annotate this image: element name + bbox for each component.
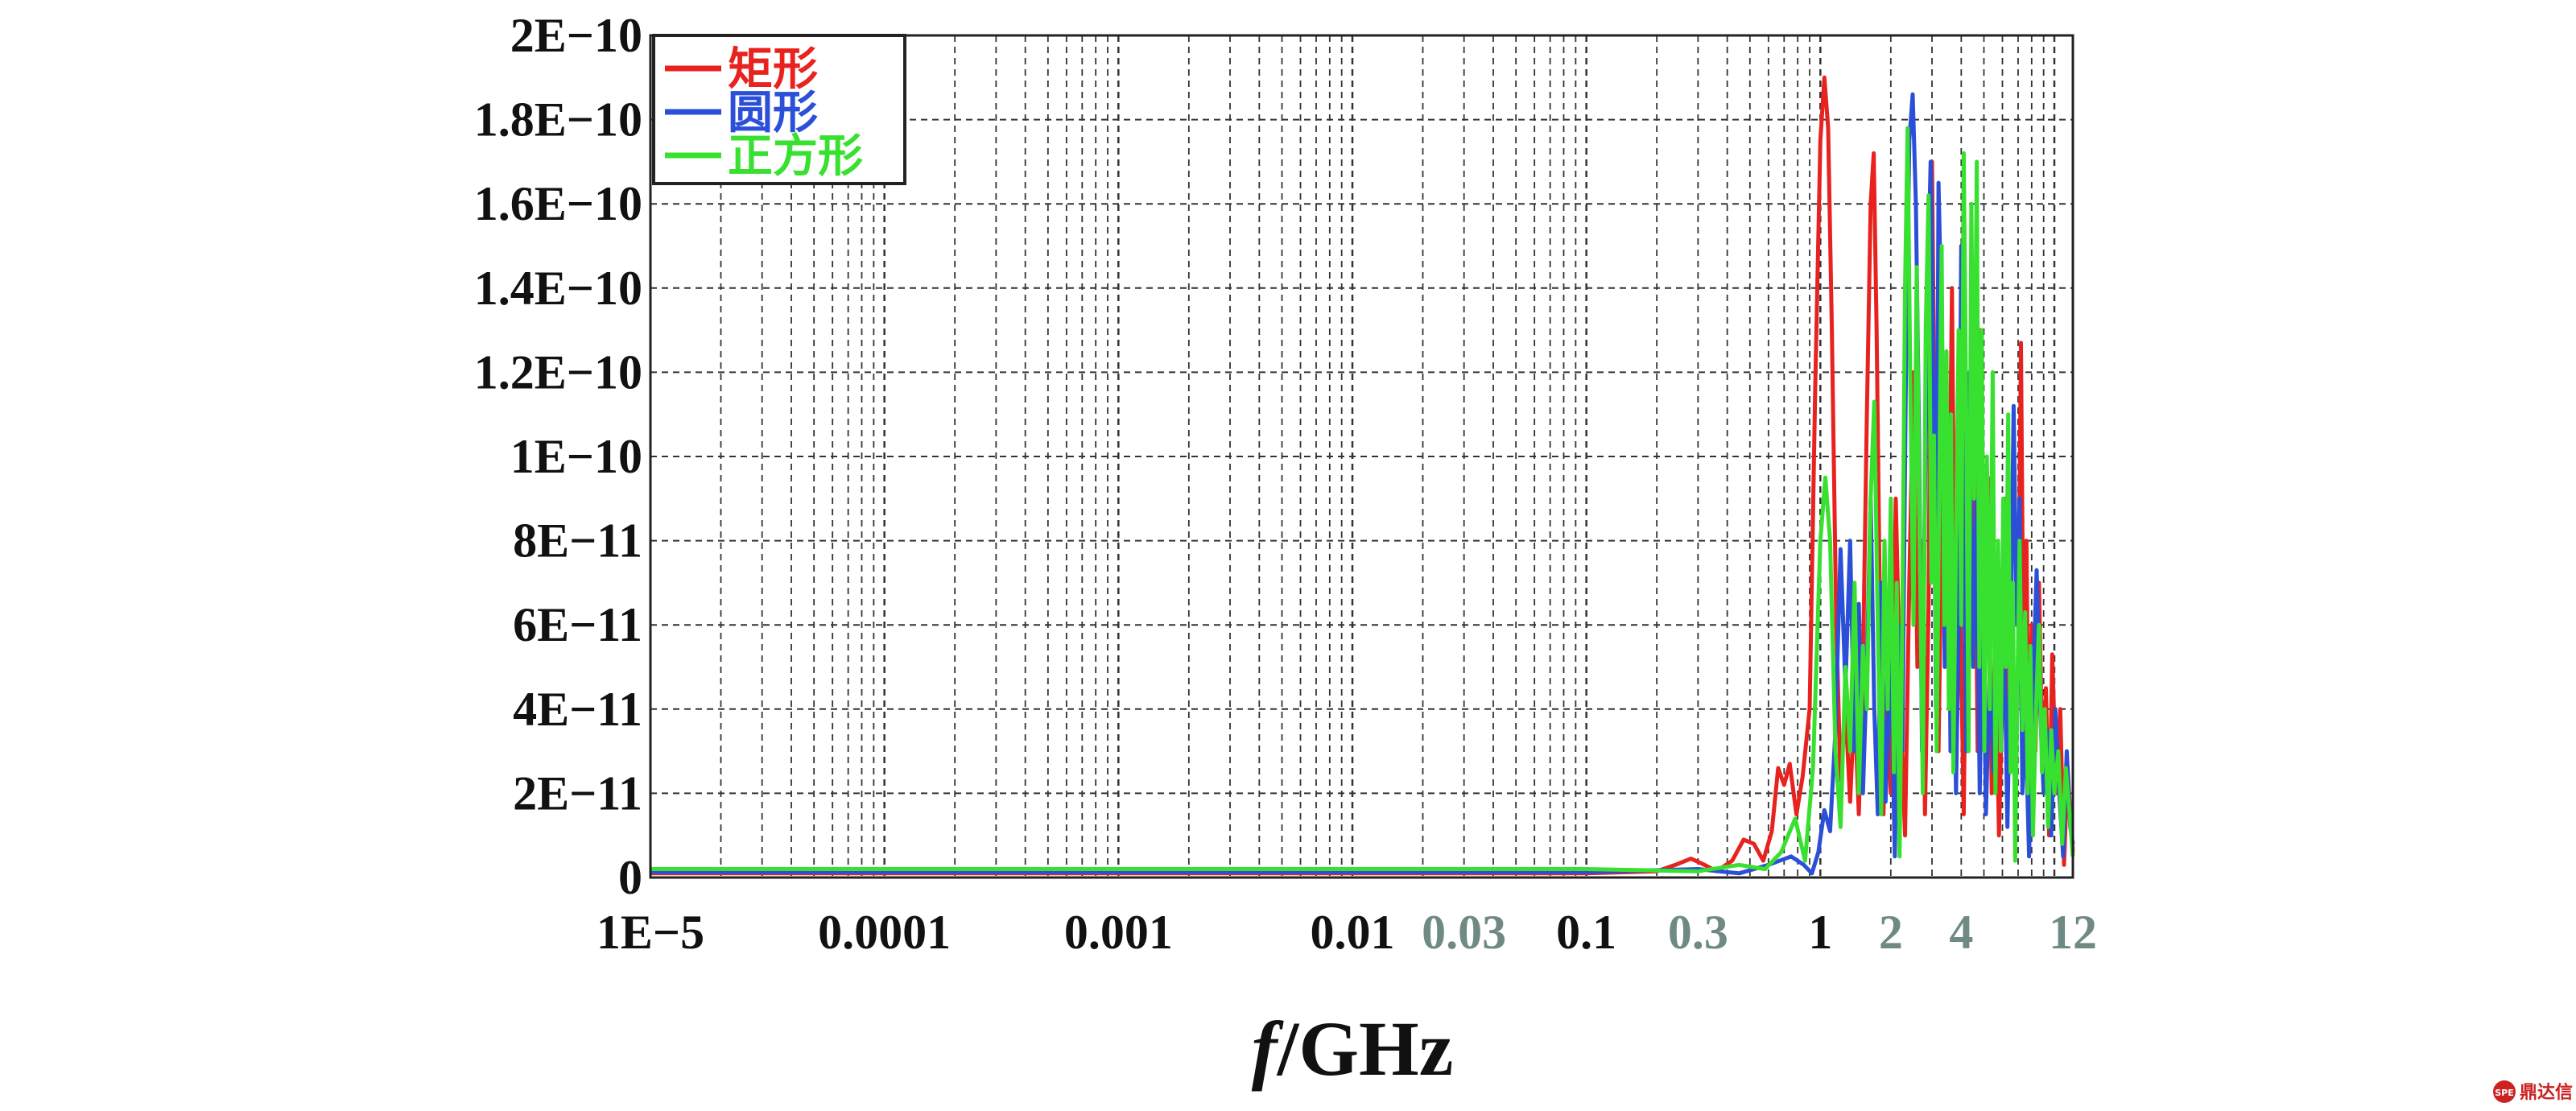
- plot-frame: [649, 34, 2074, 879]
- y-tick-labels: 0 2E−11 4E−11 6E−11 8E−11 1E−10 1.2E−10 1.4E−10…: [474, 9, 642, 904]
- x-tick-label: 1E−5: [597, 906, 704, 959]
- x-tick-label: 0.01: [1310, 906, 1394, 959]
- y-tick-label: 1E−10: [510, 430, 642, 483]
- series-layer: [650, 75, 2075, 876]
- watermark-text: 鼎达信: [2520, 1082, 2573, 1103]
- watermark: SPE 鼎达信: [2493, 1080, 2573, 1103]
- y-tick-label: 1.4E−10: [474, 262, 642, 315]
- x-tick-labels: 1E−5 0.0001 0.001 0.01 0.03 0.1 0.3 1 2 4 12: [597, 906, 2097, 959]
- y-tick-label: 1.8E−10: [474, 93, 642, 147]
- x-tick-label: 4: [1949, 906, 1973, 959]
- x-tick-label: 0.001: [1064, 906, 1173, 959]
- x-tick-label: 1: [1808, 906, 1832, 959]
- legend-entry-label: 矩形: [728, 43, 818, 96]
- y-tick-label: 1.2E−10: [474, 345, 642, 399]
- y-tick-label: 2E−10: [510, 9, 642, 62]
- series-line-3: [650, 126, 2075, 874]
- legend-entry-label: 正方形: [728, 130, 863, 183]
- y-tick-label: 8E−11: [513, 514, 642, 568]
- watermark-badge: SPE: [2495, 1088, 2514, 1098]
- y-tick-label: 2E−11: [513, 766, 642, 820]
- x-axis-label: f/GHz: [1252, 1006, 1454, 1092]
- x-tick-label: 0.1: [1556, 906, 1616, 959]
- y-tick-label: 6E−11: [513, 598, 642, 651]
- y-tick-label: 0: [618, 851, 642, 904]
- x-tick-label: 2: [1879, 906, 1903, 959]
- x-tick-label: 0.0001: [818, 906, 951, 959]
- y-tick-label: 4E−11: [513, 683, 642, 736]
- x-tick-label: 0.03: [1422, 906, 1506, 959]
- legend-entry-label: 圆形: [728, 87, 818, 139]
- x-axis-label-unit: /GHz: [1277, 1006, 1454, 1092]
- x-tick-label: 0.3: [1668, 906, 1728, 959]
- y-tick-label: 1.6E−10: [474, 177, 642, 230]
- x-tick-label: 12: [2049, 906, 2097, 959]
- watermark-logo-icon: [2493, 1080, 2516, 1103]
